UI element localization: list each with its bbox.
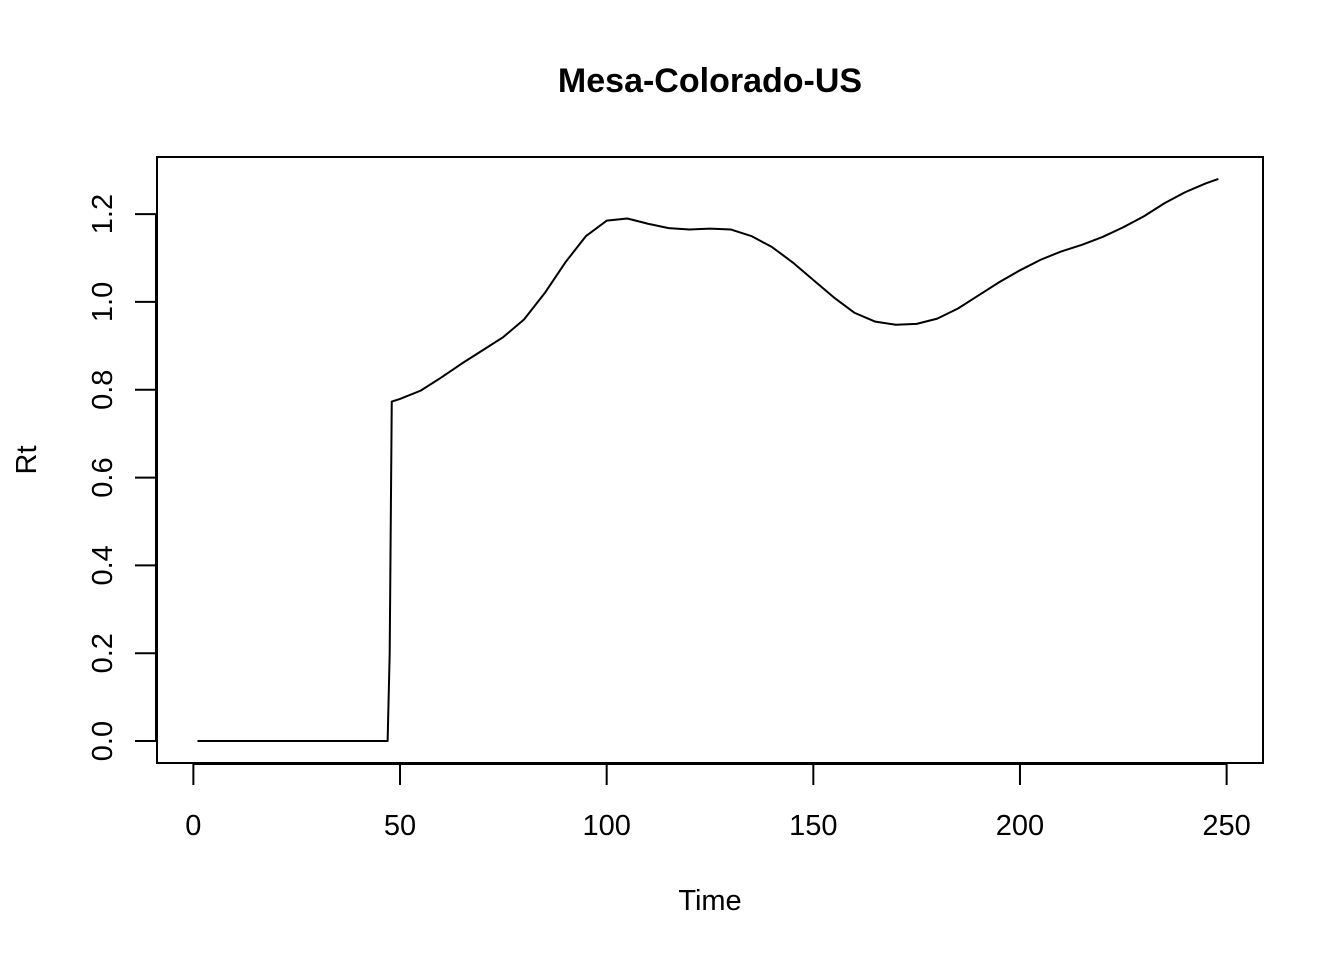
plot-frame bbox=[156, 156, 1264, 764]
x-tick-label: 250 bbox=[1202, 810, 1250, 842]
x-tick-label: 200 bbox=[996, 810, 1044, 842]
y-tick-label: 1.0 bbox=[87, 282, 119, 322]
y-tick-label: 0.8 bbox=[87, 370, 119, 410]
y-tick-label: 0.6 bbox=[87, 457, 119, 497]
x-tick-label: 150 bbox=[789, 810, 837, 842]
y-tick-label: 0.4 bbox=[87, 545, 119, 585]
chart-title: Mesa-Colorado-US bbox=[558, 62, 862, 100]
x-tick-label: 50 bbox=[384, 810, 416, 842]
y-tick-label: 0.2 bbox=[87, 633, 119, 673]
x-axis-label: Time bbox=[678, 885, 741, 917]
y-axis: 0.0 0.2 0.4 0.6 0.8 1.0 1.2 bbox=[87, 194, 157, 761]
y-tick-label: 1.2 bbox=[87, 194, 119, 234]
y-tick-label: 0.0 bbox=[87, 721, 119, 761]
x-tick-label: 100 bbox=[582, 810, 630, 842]
x-axis: 0 50 100 150 200 250 bbox=[185, 763, 1251, 842]
y-axis-label: Rt bbox=[11, 446, 43, 475]
x-tick-label: 0 bbox=[185, 810, 201, 842]
rt-series-line bbox=[197, 178, 1219, 743]
